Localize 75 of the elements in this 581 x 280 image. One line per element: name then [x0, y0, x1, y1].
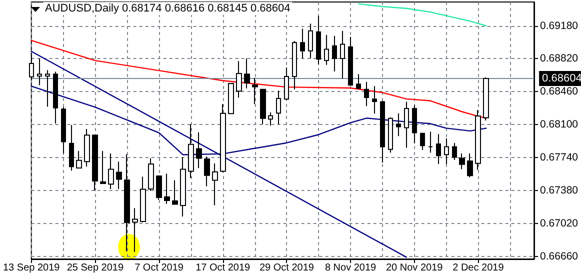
candlestick: [61, 106, 66, 154]
x-tick-label: 20 Nov 2019: [386, 262, 444, 274]
candlestick: [300, 28, 305, 60]
candlestick: [324, 34, 329, 66]
candlestick: [412, 104, 417, 144]
x-tick-label: 13 Sep 2019: [3, 262, 60, 274]
x-tick-label: 2 Dec 2019: [452, 262, 504, 274]
candlestick: [236, 60, 242, 98]
candlestick: [180, 156, 186, 217]
candlestick: [308, 23, 313, 60]
candlestick: [212, 162, 218, 206]
candlestick: [483, 76, 489, 121]
candlestick: [132, 208, 138, 253]
candlestick: [436, 134, 441, 164]
x-tick-label: 7 Oct 2019: [134, 262, 184, 274]
candlestick: [172, 180, 178, 206]
x-tick-label: 29 Oct 2019: [259, 262, 314, 274]
candlestick: [148, 158, 154, 192]
candlestick: [228, 82, 234, 115]
x-tick-label: 17 Oct 2019: [196, 262, 251, 274]
candlestick: [340, 30, 345, 79]
x-tick-label: 25 Sep 2019: [66, 262, 124, 274]
candlestick: [196, 132, 202, 168]
candlestick: [332, 35, 337, 72]
candlestick: [356, 74, 361, 90]
candlestick: [69, 124, 74, 172]
candlestick: [276, 90, 281, 125]
y-tick-label: 0.68460: [540, 86, 578, 98]
candlestick: [404, 101, 409, 148]
line-series: [358, 3, 487, 26]
candlestick: [84, 128, 90, 168]
y-tick-label: 0.69180: [540, 20, 578, 32]
candlestick: [467, 152, 473, 178]
candlestick: [348, 36, 353, 86]
candlestick: [140, 176, 146, 223]
y-tick-label: 0.66660: [540, 250, 578, 262]
candlestick: [284, 66, 289, 100]
candlestick: [444, 138, 449, 164]
y-tick-label: 0.68820: [540, 52, 578, 65]
y-tick-label: 0.67740: [540, 151, 578, 164]
candlestick: [420, 132, 425, 150]
candlestick: [204, 156, 210, 187]
candlestick: [268, 112, 273, 126]
candlestick: [260, 88, 266, 125]
candlestick: [372, 86, 377, 114]
candlestick: [188, 124, 194, 178]
candlestick: [316, 15, 321, 65]
candlestick: [156, 174, 162, 200]
candlestick: [428, 131, 433, 154]
candlestick: [116, 161, 122, 190]
x-tick-label: 8 Nov 2019: [324, 262, 377, 274]
candlestick: [220, 104, 226, 173]
candlestick: [244, 58, 250, 89]
candlestick: [396, 112, 401, 137]
candlestick: [108, 152, 114, 190]
candlestick: [459, 152, 465, 170]
candlestick: [475, 110, 481, 170]
candlestick: [380, 100, 385, 164]
line-series: [30, 40, 487, 119]
y-tick-label: 0.68100: [540, 118, 578, 131]
candlestick: [45, 70, 50, 108]
candlestick: [252, 77, 258, 105]
chart-title: AUDUSD,Daily 0.68174 0.68616 0.68145 0.68604: [45, 2, 290, 14]
candlestick: [53, 71, 58, 124]
candlestick: [100, 150, 106, 185]
candlestick: [364, 81, 369, 107]
y-tick-label: 0.67380: [540, 184, 578, 196]
candlestick: [92, 134, 98, 192]
candlestick: [76, 150, 82, 169]
candlestick: [388, 116, 393, 154]
candlestick: [292, 40, 297, 90]
y-tick-label: 0.67020: [540, 217, 578, 230]
candlestick: [452, 142, 457, 160]
candlestick: [37, 58, 42, 86]
candlestick: [164, 173, 170, 204]
